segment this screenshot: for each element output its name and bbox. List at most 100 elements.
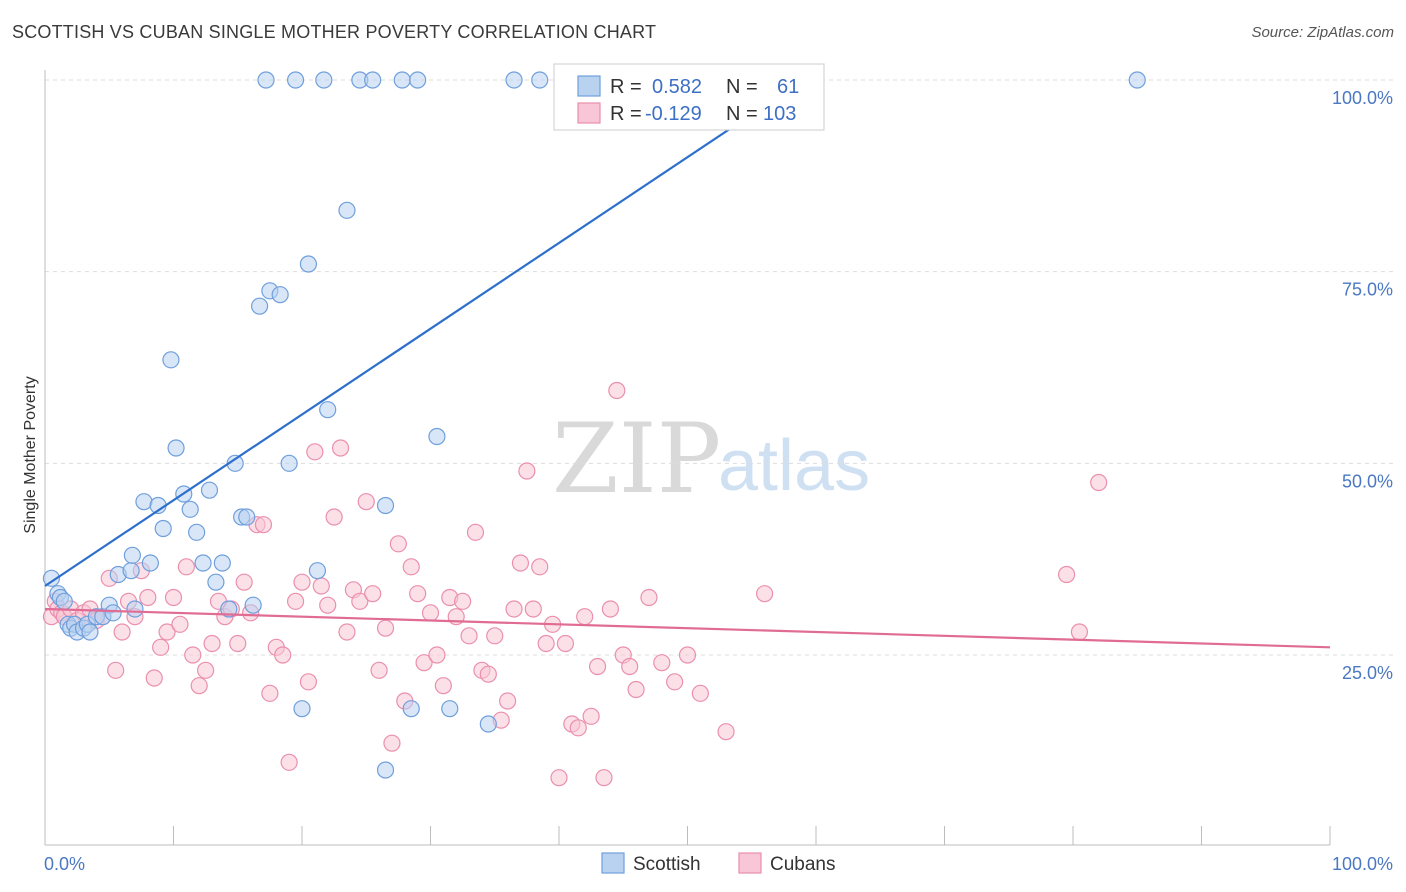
cubans-point-82	[556, 634, 575, 653]
cubans-point-50	[351, 592, 369, 610]
cubans-point-48	[338, 623, 356, 641]
cubans-point-51	[357, 493, 375, 511]
x-axis-ticks	[44, 826, 1331, 845]
cubans-point-87	[588, 657, 607, 676]
cubans-point-23	[177, 558, 195, 576]
cubans-point-94	[640, 588, 658, 607]
scottish-point-57	[441, 700, 459, 718]
legend-n-label-cubans: N =	[726, 103, 758, 125]
scottish-point-0	[42, 569, 61, 587]
scottish-point-45	[308, 562, 327, 580]
cubans-point-93	[627, 680, 645, 699]
watermark-zip: ZIP	[552, 403, 721, 515]
scottish-point-20	[141, 554, 159, 572]
scottish-point-56	[376, 761, 395, 779]
cubans-point-98	[691, 684, 709, 702]
cubans-point-81	[550, 769, 568, 787]
cubans-point-96	[666, 673, 684, 691]
scottish-point-28	[194, 554, 212, 572]
scottish-point-40	[271, 286, 289, 304]
cubans-point-44	[312, 577, 330, 595]
bottom-legend-label-cubans: Cubans	[770, 854, 836, 875]
legend-r-value-scottish: 0.582	[652, 76, 702, 98]
scottish-point-16	[122, 562, 140, 580]
cubans-point-63	[434, 677, 452, 695]
cubans-point-46	[325, 508, 343, 526]
cubans-point-26	[197, 661, 215, 679]
cubans-point-38	[274, 646, 292, 664]
cubans-point-95	[653, 654, 671, 672]
gridlines	[45, 79, 1393, 656]
cubans-point-79	[537, 634, 555, 653]
cubans-point-47	[331, 439, 350, 457]
y-axis-tick-labels: 25.0% 50.0% 75.0% 100.0%	[1332, 88, 1393, 683]
cubans-point-32	[235, 573, 253, 591]
cubans-point-84	[569, 719, 587, 737]
cubans-point-75	[511, 554, 530, 572]
cubans-point-97	[678, 646, 697, 664]
x-tick-label-max: 100.0%	[1332, 854, 1393, 874]
cubans-point-24	[184, 646, 202, 664]
cubans-point-73	[499, 692, 517, 710]
scottish-point-3	[55, 592, 73, 610]
cubans-point-60	[415, 654, 433, 672]
cubans-point-18	[145, 669, 163, 687]
scottish-point-62	[1128, 71, 1146, 89]
scottish-point-36	[244, 596, 262, 614]
cubans-point-39	[280, 753, 298, 771]
cubans-point-74	[505, 600, 523, 618]
legend-swatch-cubans	[577, 102, 601, 124]
chart-title: SCOTTISH VS CUBAN SINGLE MOTHER POVERTY …	[12, 22, 657, 42]
y-tick-label-50: 50.0%	[1342, 471, 1393, 491]
cubans-point-43	[306, 443, 324, 461]
cubans-point-55	[383, 734, 401, 752]
watermark-atlas: atlas	[718, 426, 870, 506]
cubans-point-102	[1070, 623, 1089, 641]
cubans-point-59	[409, 585, 427, 603]
scottish-point-43	[293, 700, 311, 718]
cubans-point-56	[389, 535, 407, 553]
cubans-point-45	[319, 596, 337, 614]
cubans-point-25	[190, 677, 208, 695]
cubans-point-53	[370, 661, 388, 679]
series-legend: Scottish Cubans	[601, 852, 836, 875]
scottish-point-10	[81, 623, 99, 641]
scottish-point-50	[364, 71, 382, 89]
scottish-point-47	[315, 71, 333, 89]
bottom-legend-label-scottish: Scottish	[633, 854, 701, 875]
cubans-point-103	[1090, 473, 1108, 492]
scottish-point-17	[123, 546, 141, 564]
scottish-point-48	[338, 201, 356, 219]
cubans-point-52	[364, 585, 382, 603]
scottish-point-42	[286, 71, 305, 89]
scottish-point-35	[238, 508, 256, 526]
cubans-point-78	[531, 558, 549, 576]
cubans-point-76	[518, 462, 536, 480]
legend-r-label-cubans: R =	[610, 103, 642, 125]
cubans-point-89	[601, 600, 620, 618]
cubans-point-90	[608, 381, 626, 400]
cubans-point-17	[139, 588, 157, 607]
cubans-point-70	[479, 665, 497, 683]
scottish-point-59	[505, 71, 523, 89]
scottish-point-58	[479, 715, 497, 733]
source-attribution: Source: ZipAtlas.com	[1251, 24, 1394, 41]
scottish-point-38	[257, 71, 275, 89]
legend-r-value-cubans: -0.129	[645, 103, 702, 125]
cubans-point-27	[203, 634, 221, 653]
cubans-point-99	[717, 723, 735, 741]
cubans-point-85	[576, 608, 594, 626]
cubans-point-35	[254, 516, 273, 534]
cubans-point-36	[261, 684, 279, 702]
legend-n-label-scottish: N =	[726, 76, 758, 98]
scottish-point-19	[135, 493, 153, 511]
scottish-point-44	[299, 255, 318, 273]
cubans-point-86	[582, 707, 600, 725]
legend-r-label-scottish: R =	[610, 76, 642, 98]
y-tick-label-25: 25.0%	[1342, 663, 1393, 683]
scottish-point-14	[104, 604, 122, 622]
cubans-point-100	[755, 585, 774, 603]
scottish-point-30	[207, 573, 225, 591]
cubans-point-61	[421, 604, 440, 622]
